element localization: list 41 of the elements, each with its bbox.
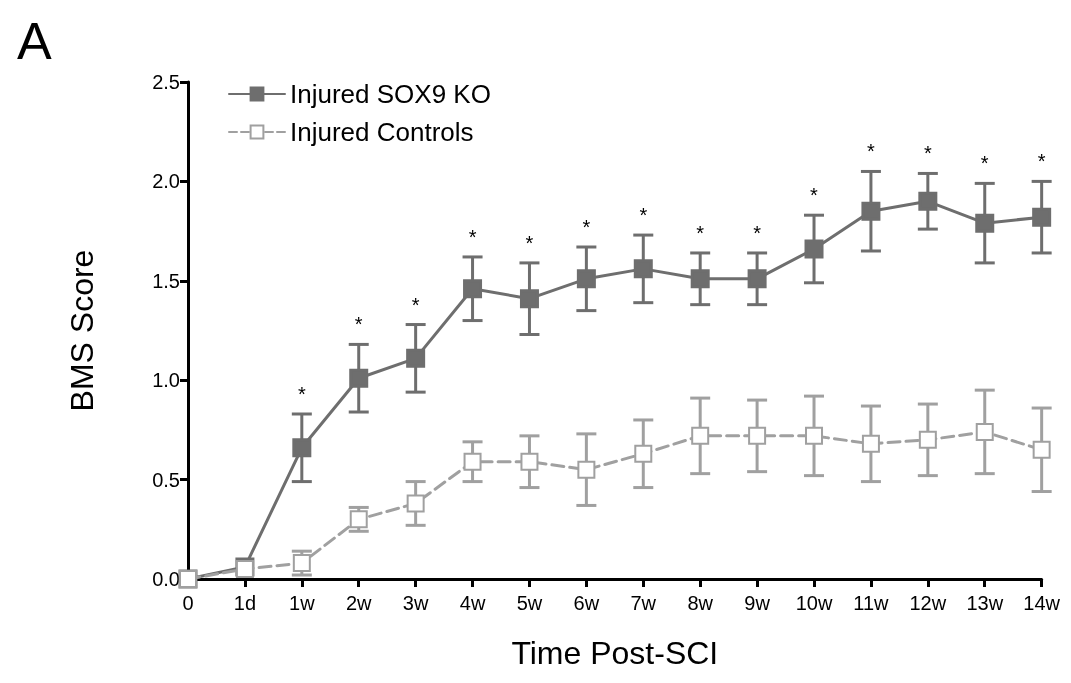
x-tick-label: 6w: [573, 592, 600, 614]
annotation: *: [696, 221, 705, 244]
y-tick-label: 1.5: [152, 269, 180, 292]
x-tick-label: 1w: [289, 592, 316, 614]
y-tick-label: 0.5: [152, 468, 180, 491]
x-tick-label: 12w: [909, 592, 947, 614]
x-tick-label: 2w: [345, 592, 373, 614]
annotation: *: [753, 221, 762, 244]
x-tick-label: 5w: [516, 592, 543, 614]
legend-label: Injured SOX9 KO: [290, 79, 491, 109]
x-tick-label: 8w: [687, 592, 714, 614]
annotation: *: [582, 216, 591, 238]
y-tick-label: 0.0: [152, 568, 180, 590]
x-tick-label: 13w: [966, 592, 1004, 614]
y-axis-title: BMS Score: [64, 249, 100, 412]
annotation: *: [639, 204, 648, 227]
chart-title: A: [17, 12, 52, 70]
x-axis-title: Time Post-SCI: [511, 635, 719, 671]
x-tick-label: 1d: [233, 592, 257, 614]
x-tick-label: 7w: [630, 592, 657, 614]
legend-label: Injured Controls: [290, 117, 474, 147]
x-tick-label: 4w: [459, 592, 486, 614]
y-tick-label: 2.0: [152, 170, 180, 193]
annotation: *: [923, 142, 932, 165]
annotation: *: [867, 140, 876, 163]
annotation: *: [980, 152, 989, 175]
x-tick-label: 9w: [744, 592, 771, 614]
annotation: *: [810, 184, 819, 207]
y-tick-label: 2.5: [152, 71, 180, 93]
annotation: *: [354, 313, 363, 336]
annotation: *: [297, 383, 306, 405]
x-tick-label: 10w: [795, 592, 833, 614]
y-tick-label: 1.0: [152, 369, 180, 392]
annotation: *: [411, 293, 420, 316]
annotation: *: [1037, 150, 1046, 173]
x-tick-label: 0: [182, 592, 194, 614]
x-tick-label: 3w: [402, 592, 429, 614]
x-tick-label: 11w: [853, 592, 890, 614]
annotation: *: [525, 231, 534, 254]
annotation: *: [468, 225, 477, 248]
x-tick-label: 14w: [1023, 592, 1061, 614]
